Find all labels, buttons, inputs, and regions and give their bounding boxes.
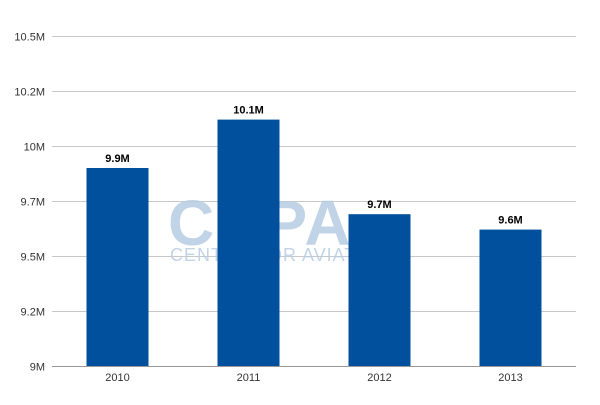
- data-label-2013: 9.6M: [498, 215, 522, 227]
- y-tick-label: 10M: [24, 142, 45, 154]
- data-label-2011: 10.1M: [233, 105, 264, 117]
- bar-2013: [479, 229, 542, 366]
- y-tick-label: 9.5M: [21, 252, 45, 264]
- y-tick-label: 9.2M: [21, 307, 45, 319]
- x-tick-label: 2012: [367, 372, 391, 384]
- x-tick-label: 2013: [498, 372, 522, 384]
- y-tick-label: 9.7M: [21, 197, 45, 209]
- y-tick-label: 10.5M: [14, 32, 45, 44]
- bar-2012: [348, 214, 411, 366]
- data-label-2012: 9.7M: [367, 199, 391, 211]
- x-tick-label: 2010: [105, 372, 129, 384]
- data-label-2010: 9.9M: [105, 153, 129, 165]
- bar-2011: [217, 119, 280, 366]
- y-axis-tick-labels: 9M 9.2M 9.5M 9.7M 10M 10.2M 10.5M: [14, 32, 45, 374]
- x-axis-tick-labels: 2010 2011 2012 2013: [105, 372, 522, 384]
- bars: [86, 119, 542, 366]
- x-tick-label: 2011: [237, 372, 261, 384]
- y-tick-label: 9M: [30, 362, 45, 374]
- bar-2010: [86, 168, 149, 366]
- y-tick-label: 10.2M: [14, 87, 45, 99]
- data-labels: 9.9M 10.1M 9.7M 9.6M: [105, 105, 522, 227]
